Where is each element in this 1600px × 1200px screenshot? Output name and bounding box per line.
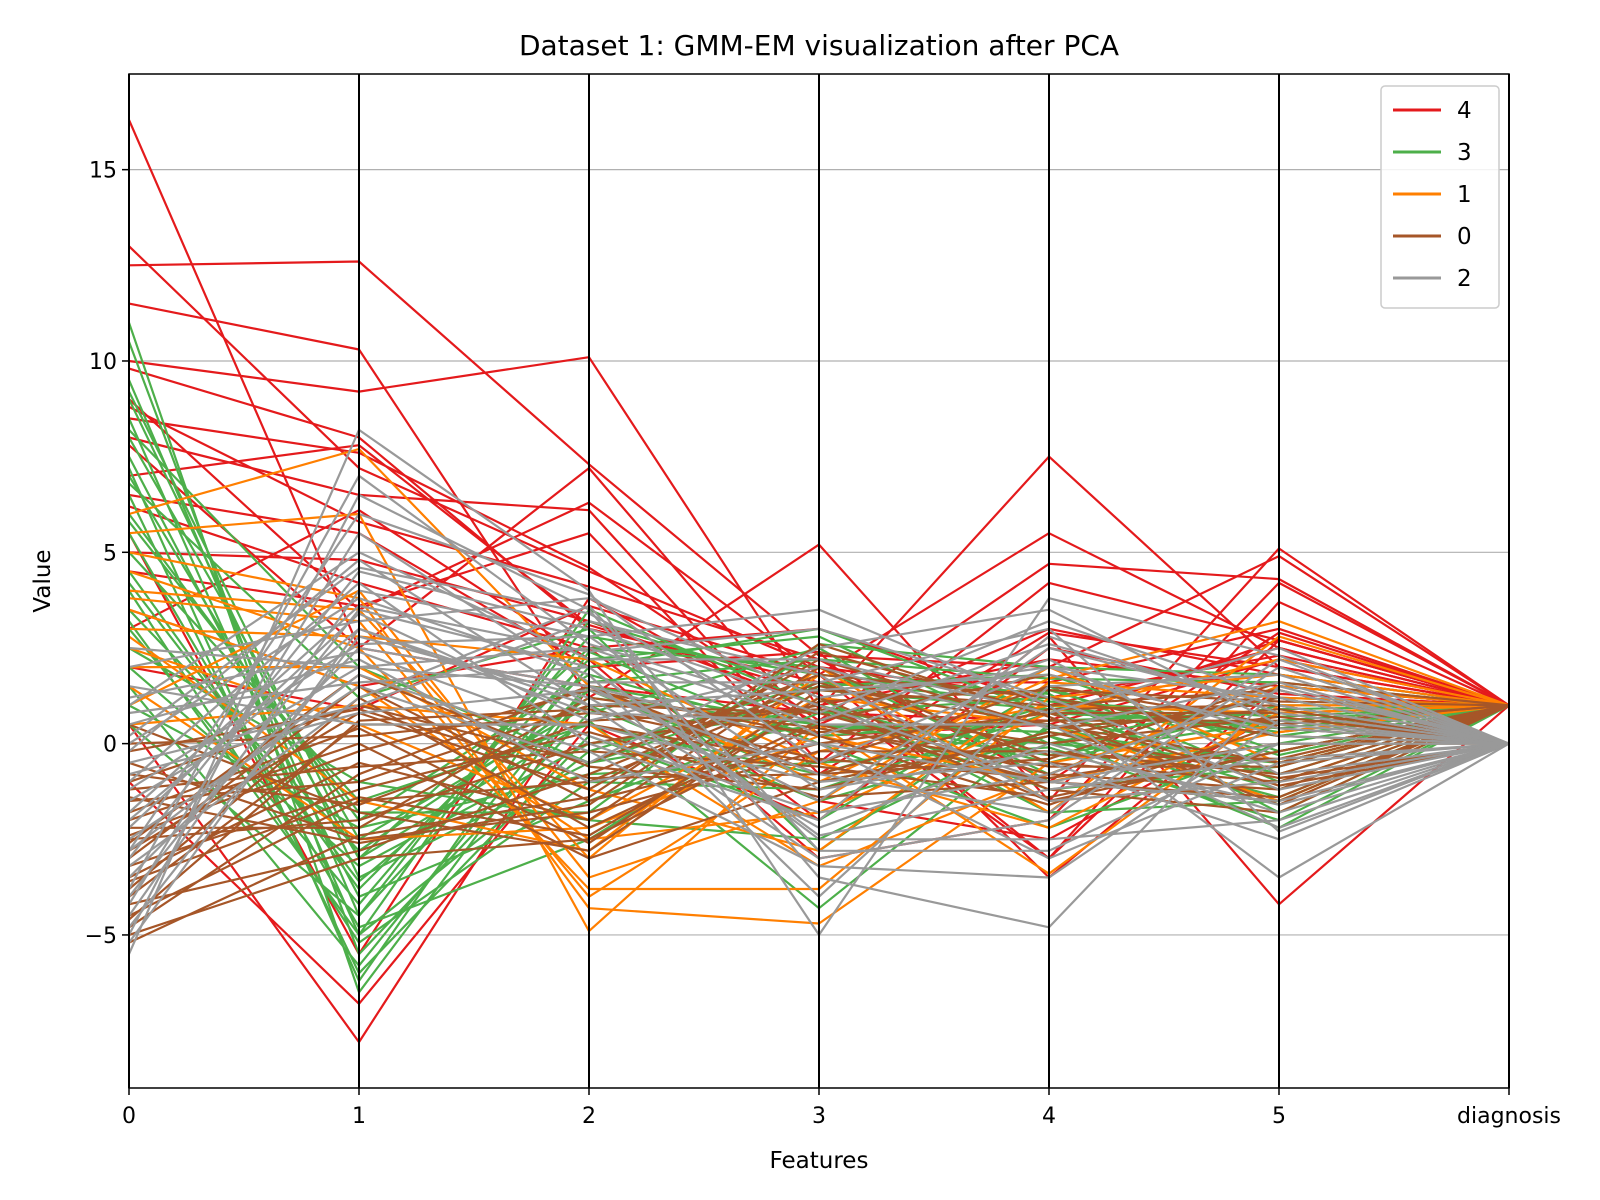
y-tick-label-0: −5 — [85, 924, 117, 949]
legend-box — [1380, 85, 1500, 309]
x-tick-label-0: 0 — [122, 1104, 136, 1129]
y-axis-label: Value — [30, 549, 56, 612]
legend-label-4: 4 — [1457, 98, 1472, 124]
chart-title: Dataset 1: GMM-EM visualization after PC… — [519, 29, 1119, 62]
y-tick-label-1: 0 — [103, 733, 117, 758]
legend-label-1: 1 — [1457, 182, 1472, 208]
legend-label-0: 0 — [1457, 224, 1472, 250]
x-tick-label-1: 1 — [352, 1104, 366, 1129]
x-tick-label-2: 2 — [582, 1104, 596, 1129]
legend: 4 3 1 0 2 — [1380, 85, 1500, 309]
legend-label-3: 3 — [1457, 140, 1472, 166]
y-tick-label-4: 15 — [89, 159, 117, 184]
x-axis-ticks: 0 1 2 3 4 5 diagnosis — [122, 1088, 1561, 1129]
y-tick-label-2: 5 — [103, 541, 117, 566]
legend-label-2: 2 — [1457, 266, 1472, 292]
y-tick-label-3: 10 — [89, 350, 117, 375]
y-axis-ticks: −5 0 5 10 15 — [85, 159, 129, 949]
x-tick-label-3: 3 — [812, 1104, 826, 1129]
x-tick-label-5: 5 — [1272, 1104, 1286, 1129]
x-tick-label-4: 4 — [1042, 1104, 1056, 1129]
x-axis-label: Features — [770, 1148, 869, 1174]
x-tick-label-6: diagnosis — [1457, 1104, 1561, 1129]
